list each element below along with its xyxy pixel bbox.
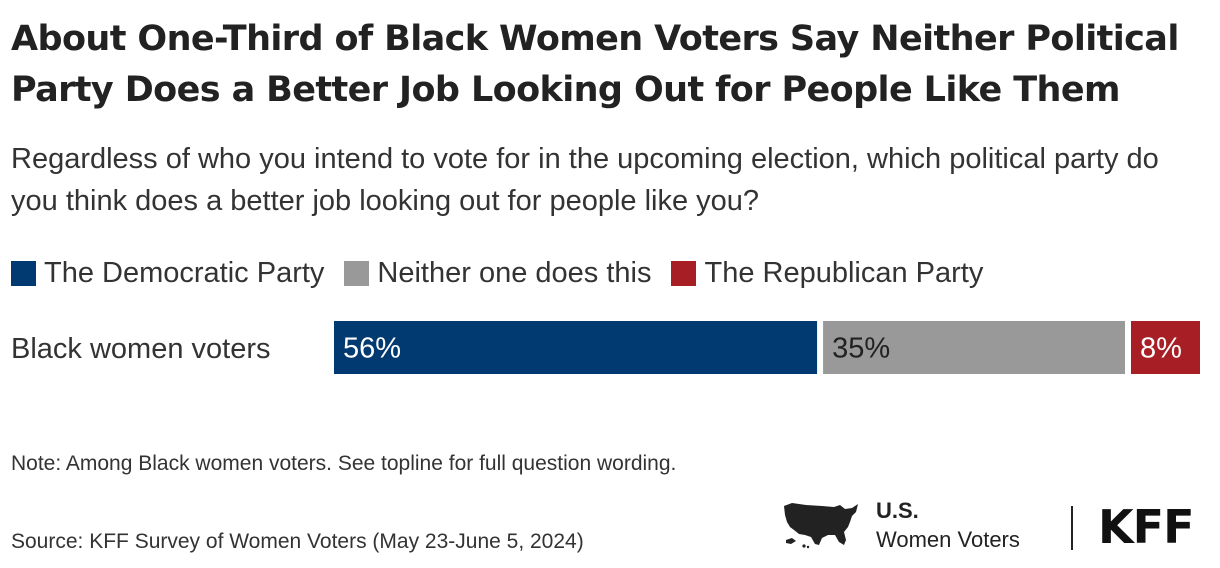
bar-segment-the-democratic-party bbox=[334, 321, 818, 374]
legend-label-neither: Neither one does this bbox=[377, 256, 652, 289]
legend-item-republican: The Republican Party bbox=[671, 257, 983, 290]
legend: The Democratic Party Neither one does th… bbox=[11, 253, 1003, 293]
brand-divider bbox=[1071, 506, 1073, 550]
chart-subtitle: Regardless of who you intend to vote for… bbox=[11, 143, 1159, 217]
legend-item-democratic: The Democratic Party bbox=[11, 257, 324, 290]
chart-title: About One-Third of Black Women Voters Sa… bbox=[11, 19, 1179, 110]
data-label-the-republican-party: 8% bbox=[1140, 333, 1182, 365]
category-label: Black women voters bbox=[11, 333, 271, 365]
legend-label-democratic: The Democratic Party bbox=[44, 256, 325, 289]
brand-line-us: U.S. bbox=[876, 498, 919, 523]
kff-logo: KFF bbox=[1098, 500, 1194, 554]
chart-note: Note: Among Black women voters. See topl… bbox=[11, 452, 677, 475]
data-label-neither-one-does-this: 35% bbox=[832, 333, 890, 365]
data-label-the-democratic-party: 56% bbox=[343, 333, 401, 365]
brand-line-women-voters: Women Voters bbox=[876, 527, 1020, 552]
bar-segment-the-republican-party bbox=[1130, 321, 1200, 374]
us-map-icon bbox=[784, 503, 858, 549]
chart-source: Source: KFF Survey of Women Voters (May … bbox=[11, 530, 584, 553]
legend-swatch-democratic bbox=[11, 260, 36, 286]
legend-label-republican: The Republican Party bbox=[704, 256, 984, 289]
legend-swatch-republican bbox=[671, 260, 697, 286]
bar-segment-neither-one-does-this bbox=[823, 321, 1125, 374]
brand-us-women-voters: U.S. Women Voters bbox=[876, 496, 1020, 554]
legend-swatch-neither bbox=[344, 260, 370, 286]
legend-item-neither: Neither one does this bbox=[344, 257, 651, 290]
